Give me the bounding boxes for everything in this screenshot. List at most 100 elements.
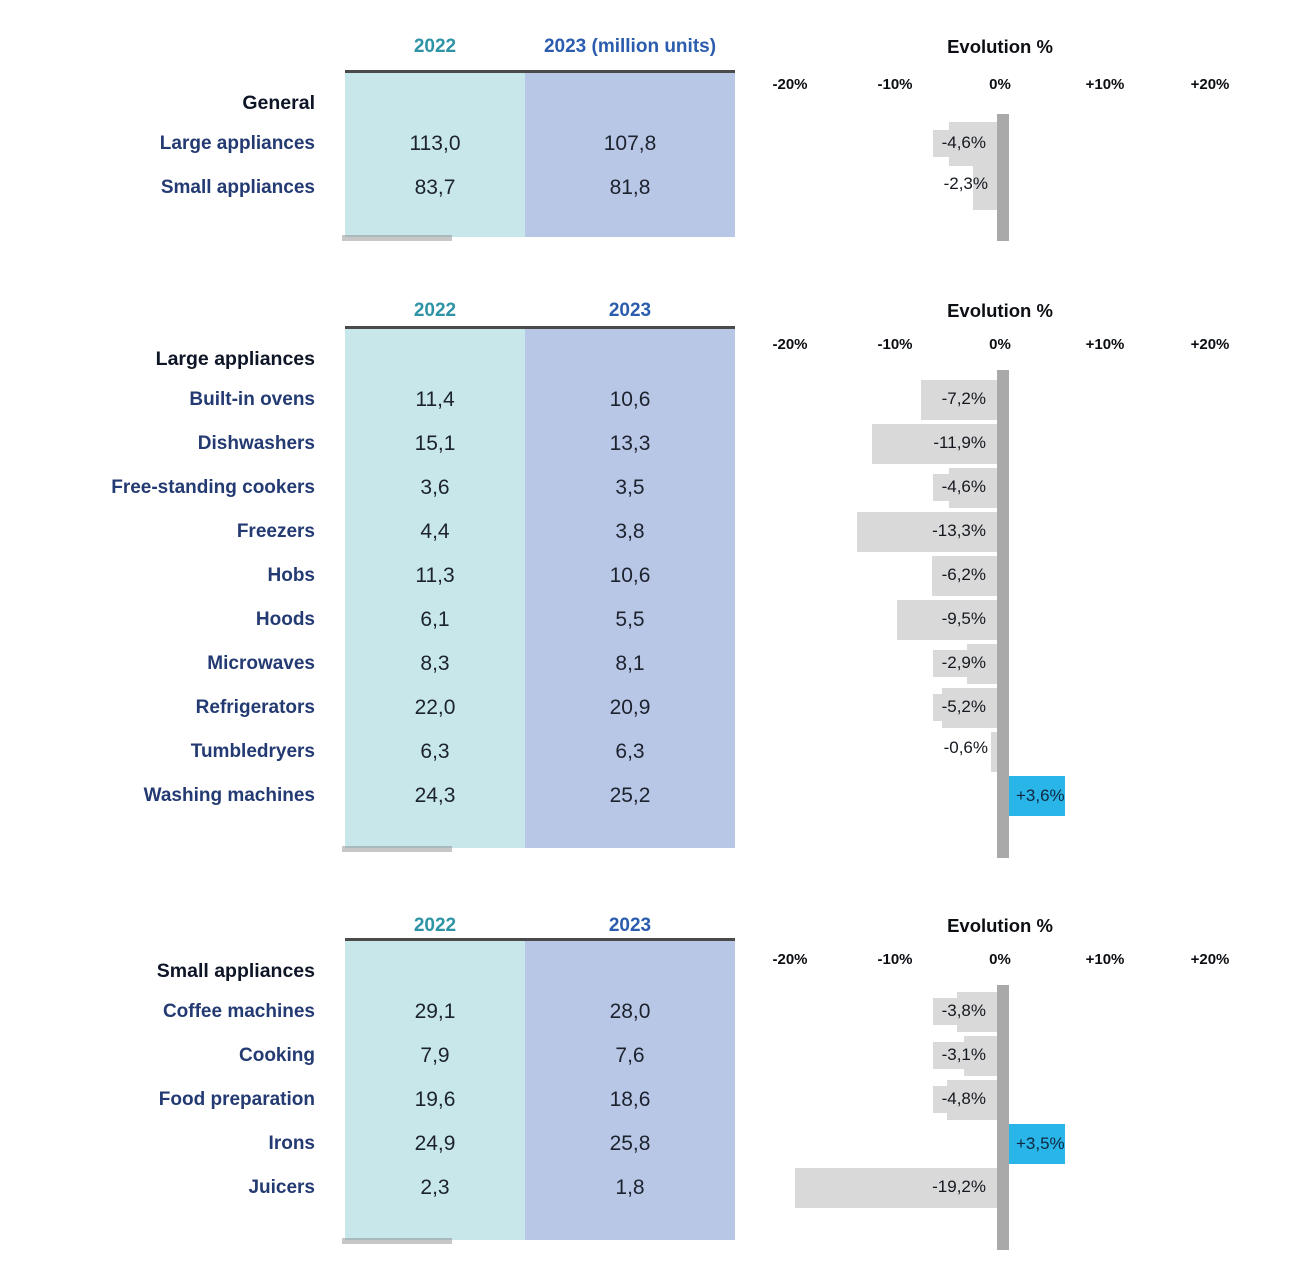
table-shadow [342, 846, 452, 852]
evolution-bar: +3,5% [1009, 1124, 1065, 1164]
table-top-border [345, 70, 735, 73]
value-2023: 20,9 [609, 696, 651, 719]
col-header-2023: 2023 [608, 915, 652, 936]
col-header-2022: 2022 [413, 915, 457, 936]
value-2023: 25,2 [609, 784, 651, 807]
row-label: Free-standing cookers [111, 477, 315, 498]
evolution-bar [972, 166, 997, 210]
axis-tick: +20% [1190, 951, 1230, 968]
evolution-label: -4,6% [932, 474, 993, 501]
axis-tick: -10% [877, 951, 913, 968]
table-shadow [342, 235, 452, 241]
table-top-border [345, 938, 735, 941]
value-2022: 6,3 [420, 740, 450, 763]
evolution-bar: +3,6% [1009, 776, 1065, 816]
row-label: Cooking [239, 1045, 315, 1066]
value-2023: 13,3 [609, 432, 651, 455]
value-2022: 24,3 [414, 784, 456, 807]
axis-line [997, 985, 1009, 1250]
value-2022: 7,9 [420, 1044, 450, 1067]
row-label: Freezers [236, 521, 315, 542]
evolution-label: -4,6% [932, 130, 993, 157]
row-label: Microwaves [207, 653, 315, 674]
value-2022: 113,0 [409, 132, 461, 155]
axis-tick: 0% [989, 951, 1011, 968]
value-2023: 3,8 [615, 520, 645, 543]
table-shadow [342, 1238, 452, 1244]
value-2022: 29,1 [414, 1000, 456, 1023]
axis-tick: +10% [1085, 76, 1125, 93]
axis-line [997, 114, 1009, 241]
col-header-2022: 2022 [413, 36, 457, 57]
col-header-2023: 2023 [608, 300, 652, 321]
value-2022: 11,3 [415, 564, 455, 587]
value-2022: 24,9 [414, 1132, 456, 1155]
axis-tick: +20% [1190, 76, 1230, 93]
evolution-label: -9,5% [932, 606, 993, 633]
value-2023: 1,8 [615, 1176, 645, 1199]
evolution-label: -4,8% [932, 1086, 993, 1113]
value-2022: 8,3 [420, 652, 450, 675]
table-background-2022 [345, 328, 525, 848]
table-background-2023 [525, 328, 735, 848]
value-2023: 107,8 [603, 132, 657, 155]
value-2023: 28,0 [609, 1000, 651, 1023]
value-2023: 25,8 [609, 1132, 651, 1155]
col-header-2022: 2022 [413, 300, 457, 321]
table-top-border [345, 326, 735, 329]
group-label: Large appliances [155, 348, 315, 370]
evolution-label: -6,2% [932, 562, 993, 589]
evolution-label: -0,6% [943, 738, 988, 757]
row-label: Irons [268, 1133, 315, 1154]
value-2022: 6,1 [420, 608, 450, 631]
axis-tick: -20% [772, 76, 808, 93]
row-label: Hobs [267, 565, 316, 586]
row-label: Built-in ovens [189, 389, 315, 410]
group-label: Small appliances [156, 960, 315, 982]
value-2023: 7,6 [615, 1044, 645, 1067]
row-label: Large appliances [159, 133, 315, 154]
row-label: Juicers [248, 1177, 315, 1198]
row-label: Refrigerators [195, 697, 315, 718]
evolution-label: -13,3% [923, 518, 993, 545]
row-label: Food preparation [158, 1089, 315, 1110]
value-2023: 81,8 [609, 176, 651, 199]
axis-tick: +10% [1085, 336, 1125, 353]
value-2022: 19,6 [414, 1088, 456, 1111]
evolution-label: -2,9% [932, 650, 993, 677]
value-2022: 83,7 [414, 176, 456, 199]
value-2023: 18,6 [609, 1088, 651, 1111]
evolution-label: -3,1% [932, 1042, 993, 1069]
axis-tick: -20% [772, 336, 808, 353]
row-label: Small appliances [160, 177, 315, 198]
evolution-bar [990, 732, 997, 772]
value-2022: 15,1 [414, 432, 456, 455]
value-2022: 11,4 [415, 388, 455, 411]
evolution-label: -3,8% [932, 998, 993, 1025]
evolution-label: -19,2% [923, 1174, 993, 1201]
value-2022: 22,0 [414, 696, 456, 719]
group-label: General [242, 92, 315, 114]
evolution-title: Evolution % [947, 300, 1053, 321]
evolution-title: Evolution % [947, 36, 1053, 57]
value-2022: 3,6 [420, 476, 450, 499]
axis-line [997, 370, 1009, 858]
table-background-2022 [345, 72, 525, 237]
value-2023: 10,6 [609, 564, 651, 587]
axis-tick: +20% [1190, 336, 1230, 353]
table-background-2023 [525, 940, 735, 1240]
evolution-label: -11,9% [924, 430, 993, 457]
axis-tick: +10% [1085, 951, 1125, 968]
row-label: Washing machines [143, 785, 315, 806]
row-label: Tumbledryers [190, 741, 315, 762]
value-2022: 4,4 [420, 520, 450, 543]
evolution-label: -5,2% [932, 694, 993, 721]
axis-tick: -10% [877, 336, 913, 353]
evolution-label: -2,3% [943, 174, 988, 193]
value-2023: 10,6 [609, 388, 651, 411]
table-background-2023 [525, 72, 735, 237]
value-2023: 6,3 [615, 740, 645, 763]
value-2023: 5,5 [615, 608, 645, 631]
axis-tick: -20% [772, 951, 808, 968]
